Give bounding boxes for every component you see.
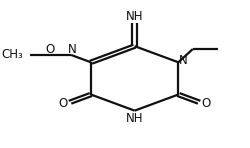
Text: NH: NH bbox=[126, 10, 144, 23]
Text: N: N bbox=[68, 43, 76, 56]
Text: O: O bbox=[46, 43, 55, 56]
Text: O: O bbox=[202, 97, 211, 110]
Text: NH: NH bbox=[126, 112, 144, 125]
Text: O: O bbox=[58, 97, 68, 110]
Text: N: N bbox=[178, 54, 187, 67]
Text: CH₃: CH₃ bbox=[1, 48, 23, 61]
